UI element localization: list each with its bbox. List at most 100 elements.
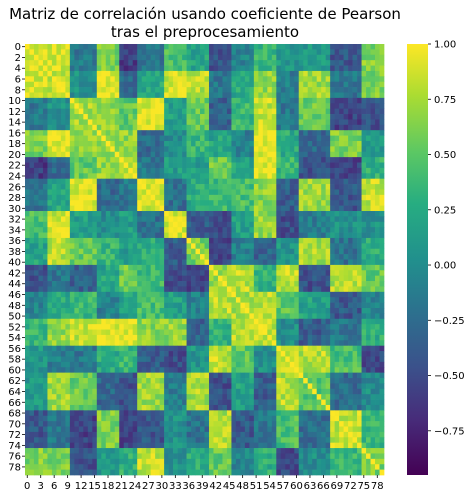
- heatmap-cell: [316, 275, 322, 282]
- heatmap-cell: [168, 173, 174, 180]
- heatmap-cell: [164, 114, 169, 120]
- heatmap-cell: [33, 318, 39, 325]
- heatmap-cell: [289, 237, 295, 244]
- heatmap-cell: [375, 135, 380, 142]
- heatmap-cell: [51, 259, 57, 266]
- heatmap-cell: [150, 60, 156, 66]
- heatmap-cell: [334, 65, 340, 72]
- heatmap-cell: [249, 54, 255, 61]
- heatmap-cell: [164, 140, 169, 147]
- heatmap-cell: [361, 291, 367, 298]
- heatmap-cell: [191, 361, 196, 368]
- heatmap-cell: [285, 54, 291, 61]
- heatmap-cell: [186, 65, 192, 72]
- heatmap-cell: [307, 232, 313, 239]
- heatmap-cell: [110, 135, 116, 142]
- heatmap-cell: [222, 205, 228, 212]
- heatmap-cell: [29, 345, 35, 352]
- heatmap-cell: [267, 254, 273, 260]
- heatmap-cell: [47, 356, 53, 363]
- heatmap-cell: [150, 65, 156, 72]
- heatmap-cell: [249, 167, 255, 174]
- heatmap-cell: [47, 194, 53, 201]
- heatmap-cell: [370, 140, 376, 147]
- heatmap-cell: [294, 65, 300, 72]
- heatmap-cell: [56, 184, 62, 190]
- heatmap-cell: [258, 108, 264, 115]
- heatmap-cell: [321, 124, 327, 131]
- heatmap-cell: [271, 356, 277, 363]
- heatmap-cell: [128, 351, 134, 357]
- heatmap-cell: [177, 140, 183, 147]
- heatmap-cell: [330, 232, 335, 239]
- heatmap-cell: [128, 237, 134, 244]
- heatmap-cell: [208, 194, 214, 201]
- heatmap-cell: [303, 340, 309, 347]
- heatmap-cell: [173, 92, 178, 99]
- heatmap-cell: [339, 243, 344, 250]
- heatmap-cell: [370, 205, 376, 212]
- heatmap-cell: [235, 76, 241, 83]
- heatmap-cell: [352, 130, 358, 136]
- heatmap-cell: [146, 167, 151, 174]
- heatmap-cell: [204, 194, 210, 201]
- heatmap-cell: [182, 334, 187, 341]
- heatmap-cell: [325, 367, 331, 373]
- heatmap-cell: [339, 205, 344, 212]
- heatmap-cell: [357, 124, 362, 131]
- heatmap-cell: [123, 378, 129, 384]
- heatmap-cell: [222, 334, 228, 341]
- heatmap-cell: [222, 167, 228, 174]
- heatmap-cell: [38, 76, 44, 83]
- heatmap-cell: [60, 124, 66, 131]
- heatmap-cell: [168, 227, 174, 233]
- heatmap-cell: [29, 151, 35, 158]
- heatmap-cell: [285, 178, 291, 185]
- heatmap-cell: [83, 318, 89, 325]
- heatmap-cell: [87, 345, 93, 352]
- heatmap-cell: [379, 92, 385, 99]
- heatmap-cell: [253, 286, 259, 293]
- heatmap-cell: [208, 146, 214, 153]
- heatmap-cell: [47, 372, 53, 379]
- heatmap-cell: [78, 178, 84, 185]
- heatmap-cell: [325, 151, 331, 158]
- heatmap-cell: [123, 167, 129, 174]
- heatmap-cell: [38, 378, 44, 384]
- heatmap-cell: [244, 259, 250, 266]
- heatmap-cell: [137, 146, 143, 153]
- heatmap-cell: [60, 108, 66, 115]
- heatmap-cell: [325, 119, 331, 126]
- heatmap-cell: [47, 270, 53, 277]
- heatmap-cell: [123, 44, 129, 50]
- heatmap-cell: [289, 270, 295, 277]
- heatmap-cell: [208, 345, 214, 352]
- heatmap-cell: [150, 334, 156, 341]
- heatmap-cell: [334, 157, 340, 163]
- heatmap-cell: [105, 140, 111, 147]
- heatmap-cell: [159, 324, 165, 330]
- heatmap-cell: [123, 307, 129, 314]
- heatmap-cell: [316, 367, 322, 373]
- heatmap-cell: [146, 237, 151, 244]
- heatmap-cell: [177, 151, 183, 158]
- heatmap-cell: [294, 205, 300, 212]
- heatmap-cell: [267, 345, 273, 352]
- heatmap-cell: [47, 119, 53, 126]
- heatmap-cell: [208, 81, 214, 88]
- heatmap-cell: [96, 140, 102, 147]
- heatmap-cell: [155, 119, 160, 126]
- heatmap-cell: [294, 108, 300, 115]
- heatmap-cell: [375, 345, 380, 352]
- heatmap-cell: [226, 87, 232, 93]
- heatmap-cell: [60, 162, 66, 169]
- heatmap-cell: [235, 70, 241, 77]
- heatmap-cell: [182, 49, 187, 56]
- heatmap-cell: [379, 119, 385, 126]
- heatmap-cell: [379, 221, 385, 228]
- heatmap-cell: [217, 97, 223, 104]
- heatmap-cell: [33, 232, 39, 239]
- heatmap-cell: [303, 97, 309, 104]
- heatmap-cell: [60, 324, 66, 330]
- heatmap-cell: [330, 81, 335, 88]
